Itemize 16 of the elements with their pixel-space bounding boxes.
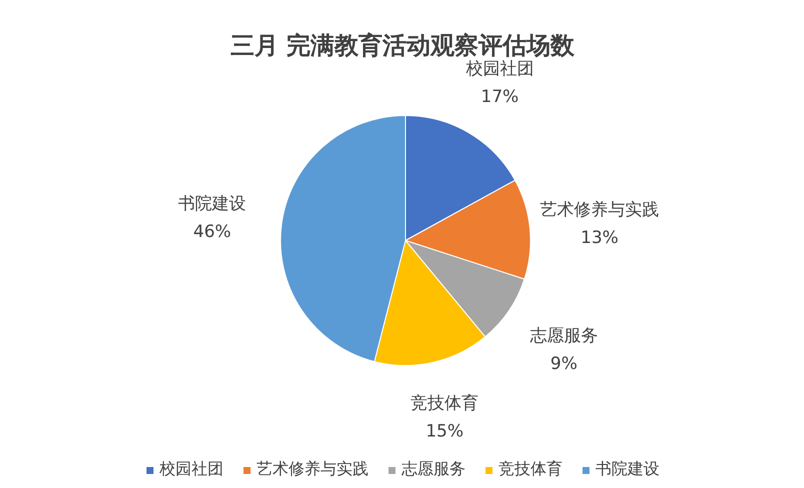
slice-label: 书院建设 — [178, 194, 246, 214]
legend-label: 志愿服务 — [402, 459, 466, 480]
legend-label: 艺术修养与实践 — [256, 459, 368, 480]
slice-label: 艺术修养与实践 — [540, 200, 660, 220]
slice-label: 志愿服务 — [530, 326, 598, 346]
data-label: 13% — [580, 228, 618, 248]
data-label: 46% — [193, 222, 232, 242]
legend-label: 书院建设 — [596, 459, 660, 480]
data-label: 17% — [480, 87, 519, 108]
slice-label: 竞技体育 — [410, 394, 479, 414]
legend-label: 校园社团 — [160, 459, 224, 480]
data-label: 9% — [550, 354, 578, 374]
data-label: 15% — [426, 422, 464, 442]
chart-title: 三月 完满教育活动观察评估场数 — [230, 32, 576, 60]
slice-label: 校园社团 — [464, 59, 534, 80]
legend-label: 竞技体育 — [498, 459, 562, 480]
